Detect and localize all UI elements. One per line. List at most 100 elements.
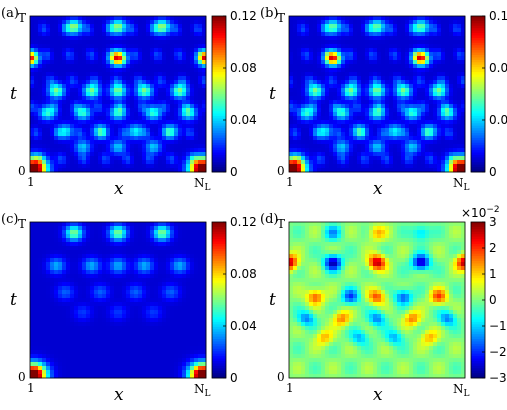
heatmap-cell (333, 120, 337, 124)
heatmap-cell (341, 72, 345, 76)
heatmap-cell (30, 52, 34, 56)
heatmap-cell (62, 230, 66, 234)
heatmap-cell (46, 16, 50, 20)
heatmap-cell (409, 92, 413, 96)
heatmap-cell (194, 298, 198, 302)
heatmap-cell (405, 32, 409, 36)
heatmap-cell (297, 104, 301, 108)
heatmap-cell (38, 230, 42, 234)
heatmap-cell (42, 250, 46, 254)
heatmap-cell (345, 140, 349, 144)
heatmap-cell (373, 136, 377, 140)
heatmap-cell (98, 144, 102, 148)
heatmap-cell (373, 152, 377, 156)
heatmap-cell (373, 60, 377, 64)
heatmap-cell (397, 132, 401, 136)
heatmap-cell (122, 144, 126, 148)
heatmap-cell (50, 32, 54, 36)
heatmap-cell (58, 72, 62, 76)
heatmap-cell (130, 258, 134, 262)
heatmap-cell (154, 242, 158, 246)
heatmap-cell (62, 64, 66, 68)
heatmap-cell (389, 28, 393, 32)
heatmap-cell (166, 68, 170, 72)
heatmap-cell (170, 144, 174, 148)
heatmap-cell (30, 76, 34, 80)
heatmap-cell (146, 286, 150, 290)
heatmap-cell (142, 136, 146, 140)
heatmap-cell (166, 16, 170, 20)
heatmap-cell (178, 136, 182, 140)
heatmap-cell (82, 164, 86, 168)
heatmap-cell (74, 274, 78, 278)
heatmap-cell (42, 346, 46, 350)
colorbar-segment (212, 53, 226, 56)
heatmap-cell (74, 76, 78, 80)
heatmap-cell (126, 286, 130, 290)
heatmap-cell (198, 40, 202, 44)
heatmap-cell (118, 326, 122, 330)
heatmap-cell (90, 338, 94, 342)
heatmap-cell (38, 274, 42, 278)
heatmap-cell (82, 282, 86, 286)
heatmap-3 (30, 222, 206, 378)
heatmap-cell (413, 36, 417, 40)
heatmap-cell (190, 20, 194, 24)
heatmap-cell (118, 124, 122, 128)
heatmap-cell (82, 230, 86, 234)
heatmap-cell (118, 258, 122, 262)
heatmap-cell (449, 20, 453, 24)
heatmap-cell (34, 330, 38, 334)
heatmap-cell (441, 116, 445, 120)
heatmap-cell (70, 144, 74, 148)
heatmap-cell (170, 36, 174, 40)
heatmap-cell (86, 306, 90, 310)
heatmap-cell (349, 40, 353, 44)
heatmap-cell (74, 148, 78, 152)
heatmap-cell (42, 132, 46, 136)
heatmap-cell (38, 238, 42, 242)
heatmap-cell (345, 56, 349, 60)
heatmap-cell (30, 310, 34, 314)
heatmap-cell (70, 334, 74, 338)
heatmap-cell (385, 124, 389, 128)
heatmap-cell (66, 258, 70, 262)
heatmap-cell (114, 306, 118, 310)
heatmap-cell (401, 64, 405, 68)
heatmap-cell (170, 156, 174, 160)
heatmap-cell (98, 128, 102, 132)
heatmap-cell (325, 52, 329, 56)
heatmap-cell (110, 242, 114, 246)
heatmap-cell (130, 262, 134, 266)
heatmap-cell (98, 32, 102, 36)
heatmap-cell (194, 148, 198, 152)
heatmap-cell (174, 318, 178, 322)
heatmap-cell (74, 144, 78, 148)
heatmap-cell (86, 342, 90, 346)
heatmap-cell (166, 314, 170, 318)
heatmap-cell (377, 44, 381, 48)
heatmap-cell (142, 76, 146, 80)
heatmap-cell (150, 24, 154, 28)
heatmap-cell (90, 164, 94, 168)
heatmap-cell (425, 120, 429, 124)
heatmap-cell (297, 24, 301, 28)
heatmap-cell (441, 16, 445, 20)
heatmap-cell (361, 104, 365, 108)
heatmap-cell (397, 48, 401, 52)
heatmap-cell (337, 88, 341, 92)
heatmap-cell (30, 136, 34, 140)
heatmap-cell (158, 270, 162, 274)
heatmap-cell (341, 116, 345, 120)
heatmap-cell (94, 274, 98, 278)
heatmap-cell (110, 318, 114, 322)
heatmap-cell (126, 108, 130, 112)
heatmap-cell (146, 294, 150, 298)
heatmap-cell (182, 338, 186, 342)
heatmap-cell (90, 310, 94, 314)
x-tick-label: NL (453, 176, 470, 193)
heatmap-cell (62, 314, 66, 318)
heatmap-cell (166, 76, 170, 80)
heatmap-cell (170, 306, 174, 310)
heatmap-cell (329, 56, 333, 60)
